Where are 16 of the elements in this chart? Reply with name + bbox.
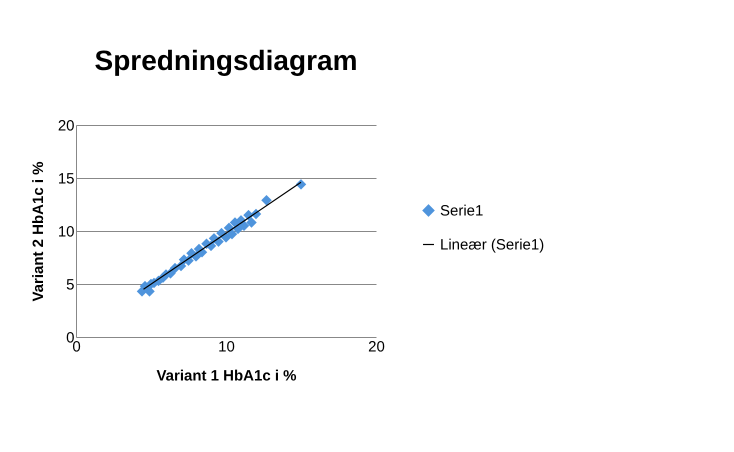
point — [226, 228, 238, 240]
y-tick-label: 20 — [58, 118, 74, 134]
point — [261, 195, 272, 206]
legend-label: Serie1 — [440, 202, 484, 220]
legend-label: Lineær (Serie1) — [440, 236, 544, 254]
y-tick-label: 10 — [58, 224, 74, 240]
point — [144, 286, 155, 297]
y-tick-label: 15 — [58, 170, 74, 188]
x-tick-label: 10 — [218, 338, 235, 356]
y-axis-title: Variant 2 HbA1c i % — [30, 161, 47, 302]
x-tick-label: 20 — [368, 338, 385, 356]
point — [246, 217, 257, 228]
chart-title: Spredningsdiagram — [94, 45, 358, 76]
point — [238, 220, 250, 231]
y-tick-label: 5 — [66, 276, 74, 294]
x-axis-title: Variant 1 HbA1c i % — [156, 368, 297, 384]
